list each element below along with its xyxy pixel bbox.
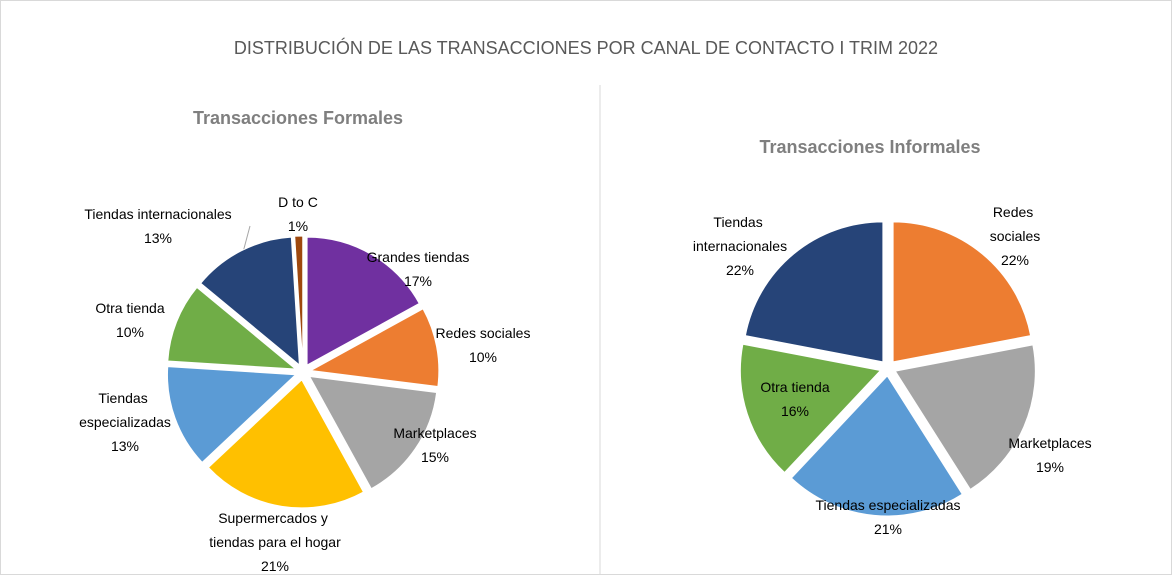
slice-value-label: 21% [261, 558, 289, 574]
slice-label: D to C [278, 194, 318, 210]
slice-value-label: 22% [726, 262, 754, 278]
slice-label: Tiendas internacionales [693, 214, 787, 254]
pie-slice [200, 236, 300, 366]
slice-label: Supermercados y tiendas para el hogar [209, 510, 341, 550]
pie-slice [790, 375, 963, 517]
slice-label: Tiendas internacionales [84, 206, 231, 222]
pie-slice [167, 286, 298, 370]
pie-slice [309, 308, 440, 388]
pie-slice [739, 343, 882, 474]
pie-slice [166, 366, 297, 464]
pie-slice [294, 235, 304, 365]
slice-value-label: 10% [469, 349, 497, 365]
pie-slice [207, 379, 365, 509]
slice-value-label: 19% [1036, 459, 1064, 475]
slice-value-label: 17% [404, 273, 432, 289]
chart-title: DISTRIBUCIÓN DE LAS TRANSACCIONES POR CA… [234, 37, 938, 58]
slice-label: Tiendas especializadas [815, 497, 960, 513]
slice-label: Grandes tiendas [367, 249, 470, 265]
pie-slice [306, 236, 420, 366]
slice-value-label: 21% [874, 521, 902, 537]
pie-title: Transacciones Formales [193, 108, 403, 128]
slice-value-label: 22% [1001, 252, 1029, 268]
slice-value-label: 16% [781, 403, 809, 419]
slice-value-label: 10% [116, 324, 144, 340]
slice-value-label: 13% [111, 438, 139, 454]
slice-label: Redes sociales [436, 325, 531, 341]
slice-value-label: 13% [144, 230, 172, 246]
slice-label: Otra tienda [760, 379, 829, 395]
pie-slice [308, 375, 438, 490]
slice-label: Marketplaces [393, 425, 476, 441]
slice-label: Redes sociales [990, 204, 1041, 244]
slice-value-label: 15% [421, 449, 449, 465]
pie-slice [744, 221, 884, 363]
slice-label: Otra tienda [95, 300, 164, 316]
pie-slice [892, 221, 1032, 363]
pie-slice [894, 344, 1036, 491]
slice-value-label: 1% [288, 218, 308, 234]
slice-label: Marketplaces [1008, 435, 1091, 451]
pie-title: Transacciones Informales [759, 137, 980, 157]
slice-label: Tiendas especializadas [79, 390, 171, 430]
